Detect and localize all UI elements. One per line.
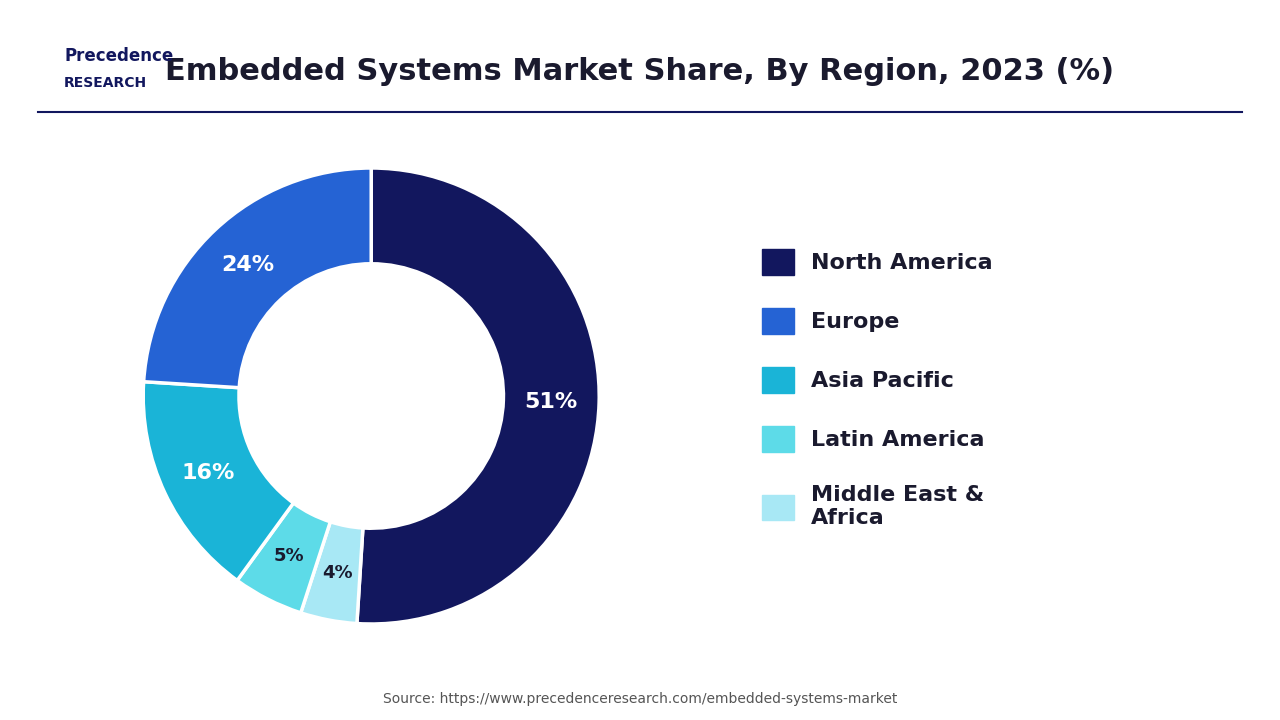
Text: 51%: 51% (525, 392, 577, 412)
Wedge shape (143, 382, 293, 580)
Text: Precedence: Precedence (64, 47, 173, 65)
Text: Source: https://www.precedenceresearch.com/embedded-systems-market: Source: https://www.precedenceresearch.c… (383, 692, 897, 706)
Text: Embedded Systems Market Share, By Region, 2023 (%): Embedded Systems Market Share, By Region… (165, 58, 1115, 86)
Text: 24%: 24% (221, 255, 274, 275)
Wedge shape (357, 168, 599, 624)
Text: RESEARCH: RESEARCH (64, 76, 147, 89)
Text: 4%: 4% (323, 564, 353, 582)
Wedge shape (301, 522, 364, 624)
Text: 16%: 16% (182, 463, 236, 482)
Wedge shape (237, 503, 330, 613)
Legend: North America, Europe, Asia Pacific, Latin America, Middle East &
Africa: North America, Europe, Asia Pacific, Lat… (754, 240, 1002, 537)
Wedge shape (143, 168, 371, 387)
Text: 5%: 5% (274, 547, 305, 565)
